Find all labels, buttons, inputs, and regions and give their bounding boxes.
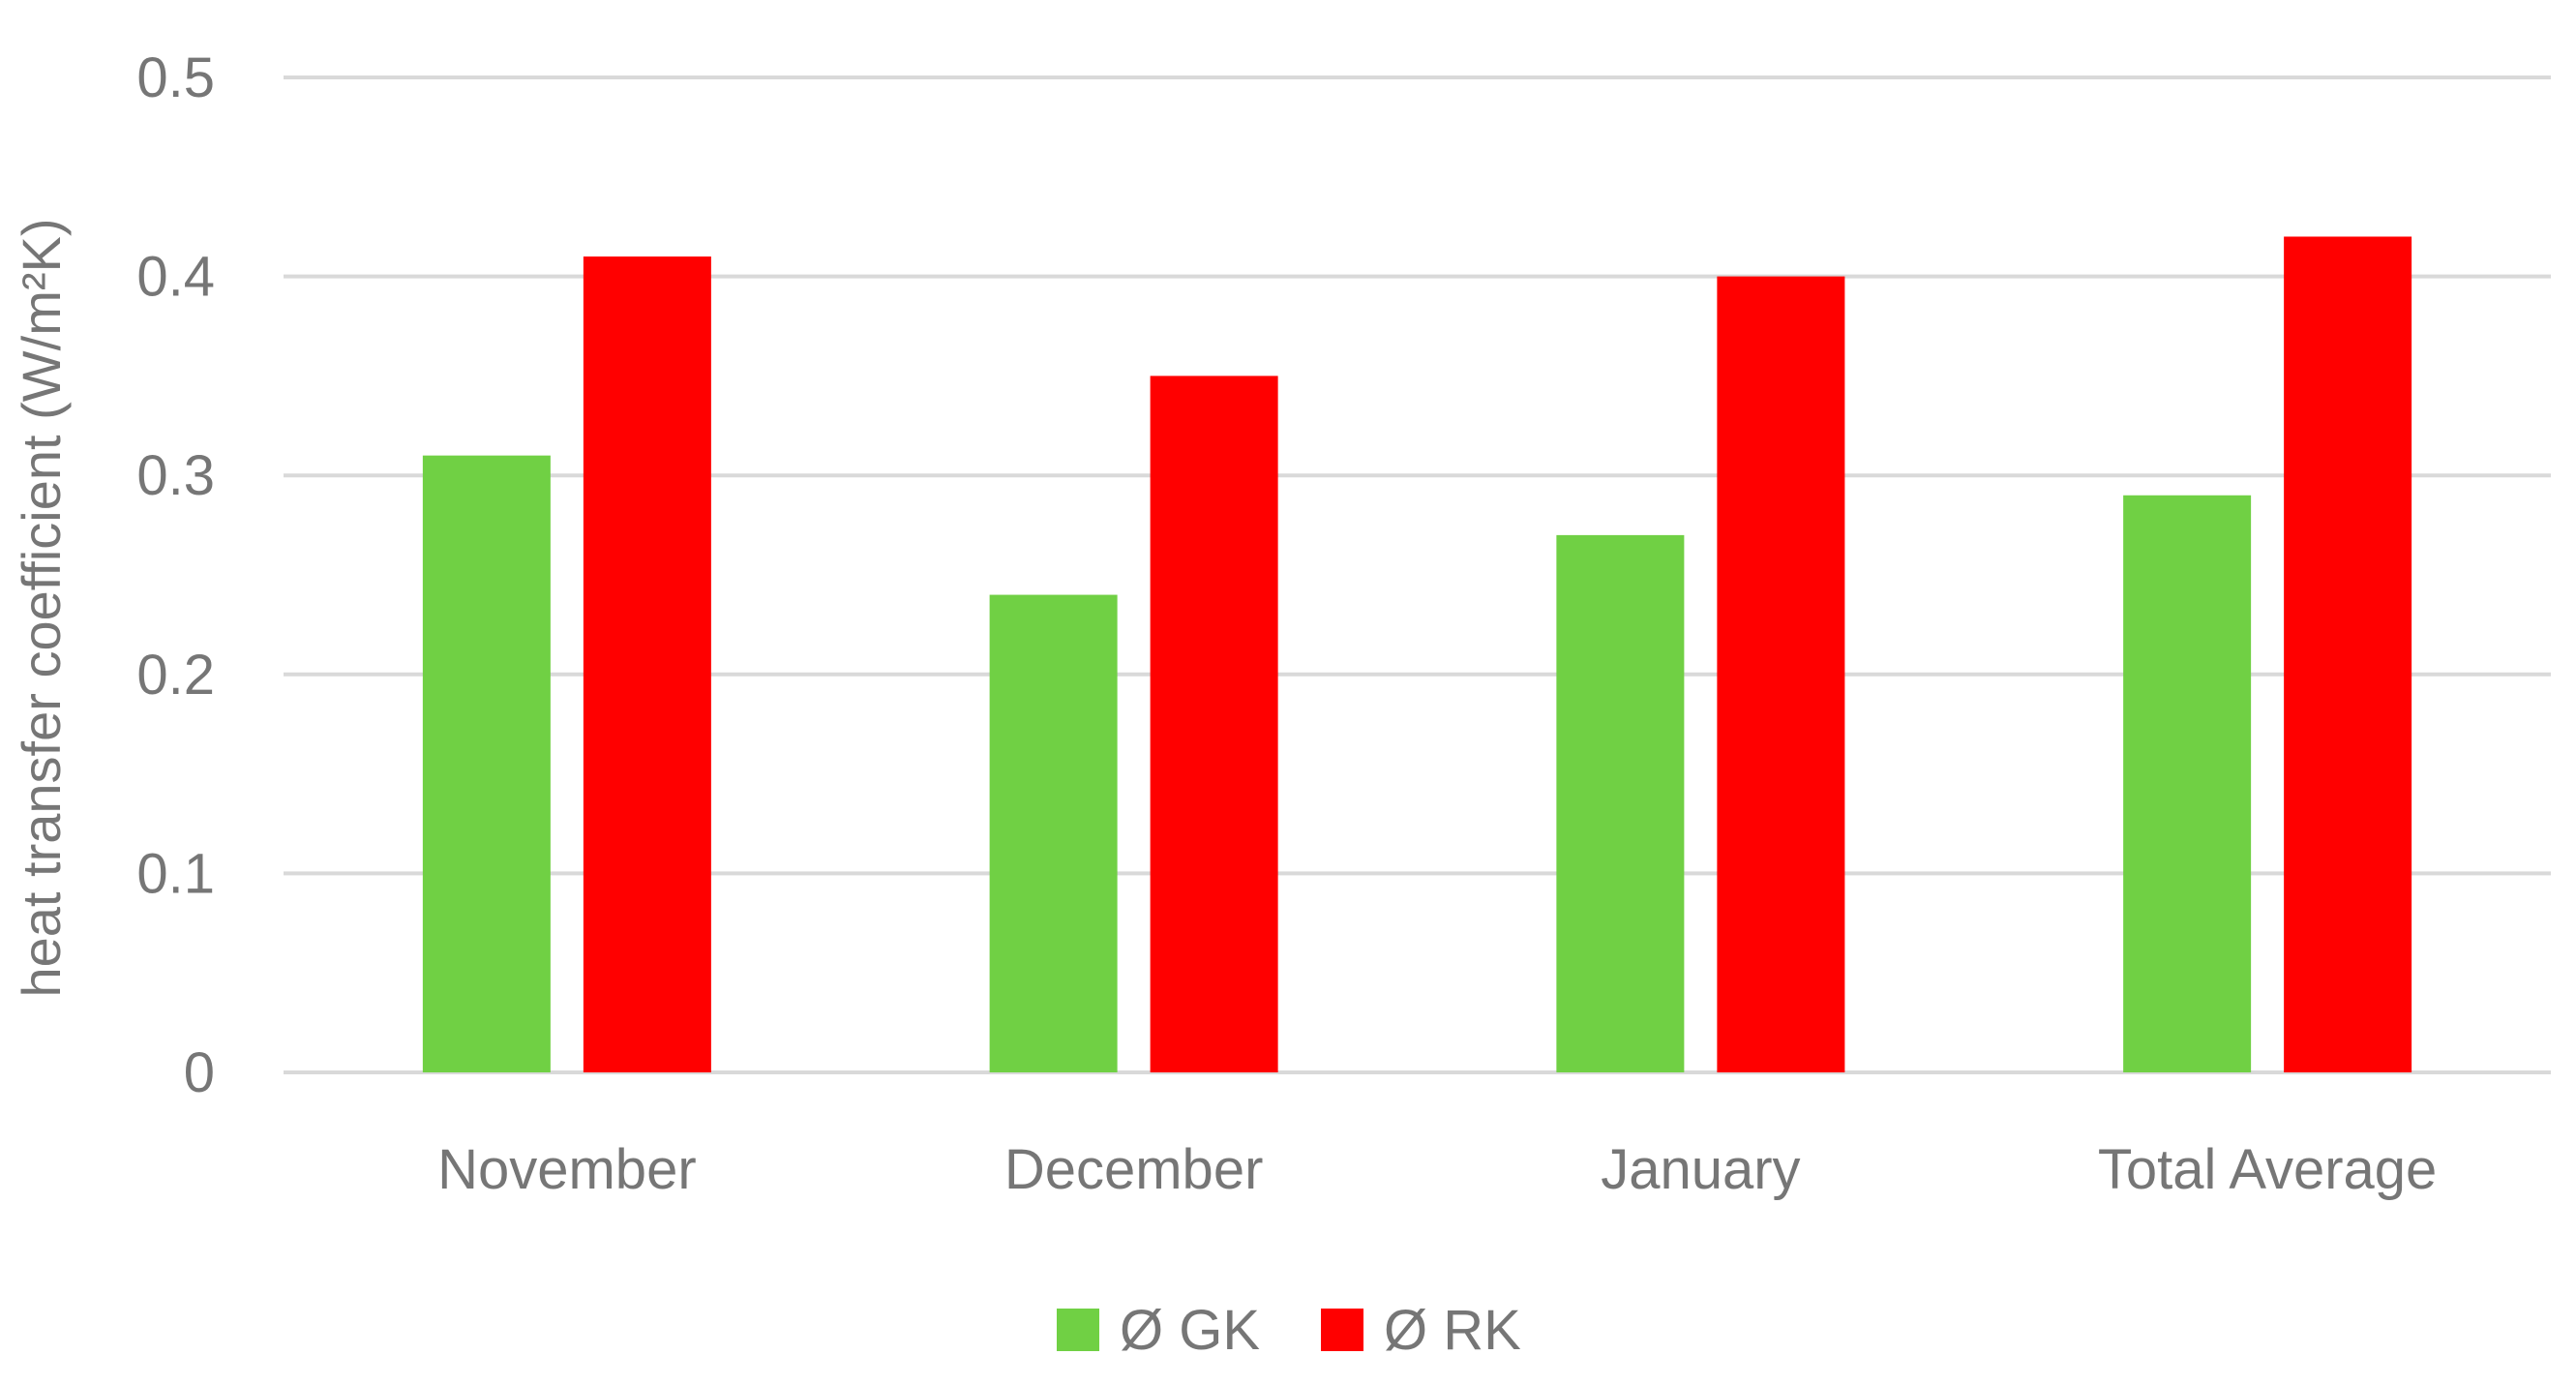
y-tick-label: 0.1 [136, 842, 215, 905]
bar-january-series-1 [1556, 534, 1685, 1072]
legend-label: Ø RK [1384, 1299, 1521, 1362]
legend-swatch [1321, 1309, 1363, 1351]
y-axis-label: heat transfer coefficient (W/m²K) [11, 219, 72, 998]
bar-total-average-series-1 [2123, 495, 2252, 1072]
bar-november-series-2 [583, 256, 711, 1072]
y-tick-label: 0 [184, 1041, 215, 1104]
bars [422, 236, 2412, 1073]
y-tick-label: 0.5 [136, 46, 215, 109]
legend: Ø GK Ø RK [1057, 1299, 1521, 1362]
y-tick-label: 0.3 [136, 444, 215, 507]
y-tick-label: 0.4 [136, 246, 215, 309]
y-axis-ticks: 0 0.1 0.2 0.3 0.4 0.5 [136, 46, 215, 1104]
bar-november-series-1 [422, 455, 551, 1072]
x-tick-label: January [1601, 1138, 1800, 1201]
bar-december-series-2 [1150, 376, 1278, 1072]
legend-swatch [1057, 1309, 1099, 1351]
bar-total-average-series-2 [2284, 236, 2412, 1073]
x-tick-label: Total Average [2098, 1138, 2437, 1201]
bar-december-series-1 [989, 594, 1118, 1072]
y-tick-label: 0.2 [136, 644, 215, 707]
bar-january-series-2 [1717, 276, 1845, 1073]
x-tick-label: November [437, 1138, 697, 1201]
legend-label: Ø GK [1120, 1299, 1260, 1362]
x-axis-ticks: November December January Total Average [437, 1138, 2437, 1201]
x-tick-label: December [1004, 1138, 1264, 1201]
